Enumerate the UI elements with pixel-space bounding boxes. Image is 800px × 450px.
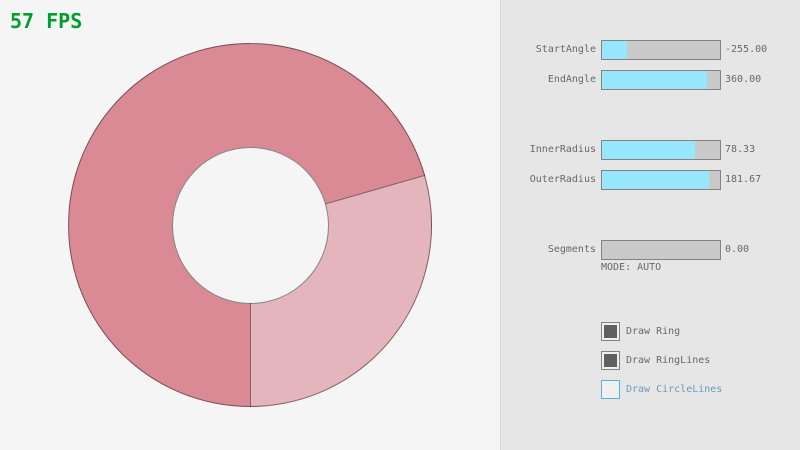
slider-row-startangle: StartAngle -255.00 [501, 40, 800, 60]
donut-ring [68, 43, 432, 407]
slider-fill-outerradius [602, 171, 710, 189]
checkbox-label-draw-circlelines: Draw CircleLines [626, 384, 723, 395]
slider-fill-innerradius [602, 141, 695, 159]
slider-label-endangle: EndAngle [547, 74, 596, 85]
slider-value-endangle: 360.00 [725, 74, 762, 85]
slider-row-segments: Segments 0.00 [501, 240, 800, 260]
fps-counter: 57 FPS [10, 9, 83, 33]
slider-value-innerradius: 78.33 [725, 144, 756, 155]
slider-row-innerradius: InnerRadius 78.33 [501, 140, 800, 160]
slider-row-outerradius: OuterRadius 181.67 [501, 170, 800, 190]
slider-fill-endangle [602, 71, 708, 89]
slider-value-startangle: -255.00 [725, 44, 768, 55]
slider-track-endangle[interactable] [601, 70, 721, 90]
slider-fill-startangle [602, 41, 628, 59]
checkbox-label-draw-ringlines: Draw RingLines [626, 355, 711, 366]
checkbox-draw-ring[interactable] [601, 322, 620, 341]
slider-value-outerradius: 181.67 [725, 174, 762, 185]
checkbox-row-draw-ringlines[interactable]: Draw RingLines [601, 351, 800, 370]
mode-label: MODE: AUTO [601, 262, 662, 273]
checkbox-row-draw-ring[interactable]: Draw Ring [601, 322, 800, 341]
slider-track-segments[interactable] [601, 240, 721, 260]
slider-label-outerradius: OuterRadius [529, 174, 596, 185]
ring-hole [172, 147, 329, 304]
slider-label-innerradius: InnerRadius [529, 144, 596, 155]
slider-value-segments: 0.00 [725, 244, 750, 255]
slider-label-startangle: StartAngle [535, 44, 596, 55]
checkbox-label-draw-ring: Draw Ring [626, 326, 681, 337]
checkbox-draw-circlelines[interactable] [601, 380, 620, 399]
checkbox-draw-ringlines[interactable] [601, 351, 620, 370]
slider-track-innerradius[interactable] [601, 140, 721, 160]
ring-boundary-line-end [250, 303, 251, 407]
slider-row-endangle: EndAngle 360.00 [501, 70, 800, 90]
slider-label-segments: Segments [547, 244, 596, 255]
slider-track-outerradius[interactable] [601, 170, 721, 190]
settings-panel: StartAngle -255.00 EndAngle 360.00 Inner… [500, 0, 800, 450]
slider-track-startangle[interactable] [601, 40, 721, 60]
checkbox-row-draw-circlelines[interactable]: Draw CircleLines [601, 380, 800, 399]
